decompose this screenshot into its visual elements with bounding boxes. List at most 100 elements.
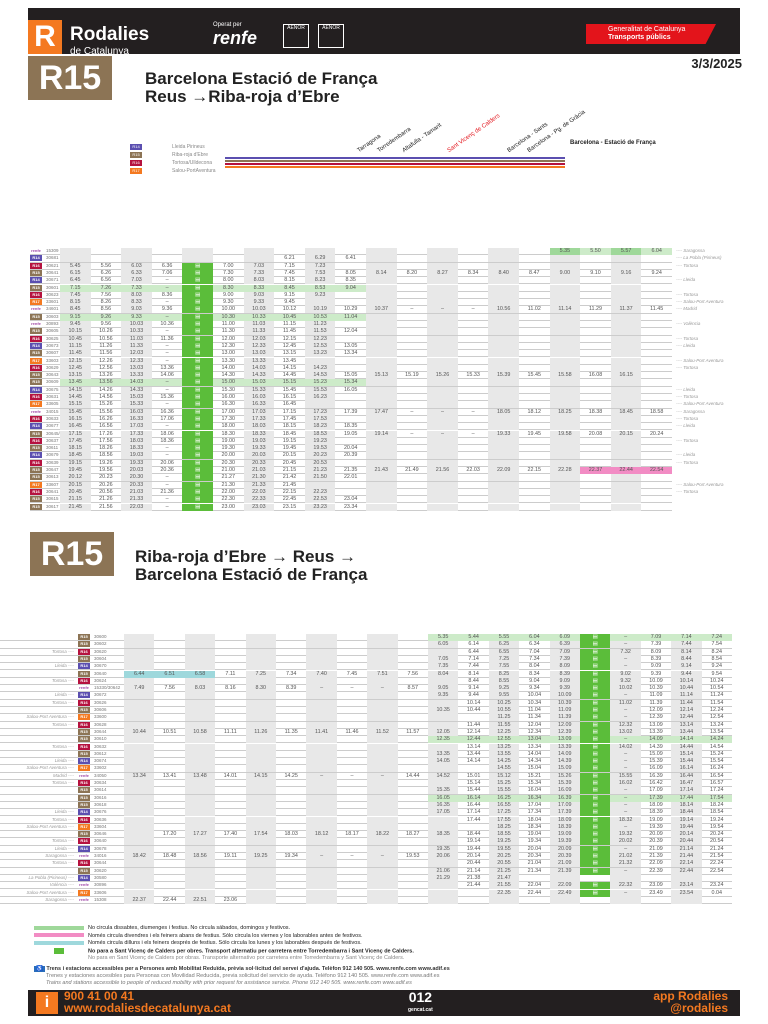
rodalies-logo: R — [28, 20, 62, 54]
train-number: 34601 — [46, 306, 59, 312]
time-cell: 13.45 — [282, 357, 297, 364]
time-cell: 13.15 — [282, 350, 297, 357]
time-cell — [184, 787, 216, 795]
time-cell: – — [610, 801, 641, 809]
time-cell: 21.09 — [549, 860, 580, 868]
time-cell — [215, 875, 245, 882]
time-cell — [397, 292, 428, 299]
table-row: R16 30623 7.45 7.56 8.03 8.36 ▤ 9.00 9.03 9.15 9.2… — [30, 291, 698, 300]
time-cell: 15.03 — [121, 394, 152, 401]
time-cell: 21.04 — [527, 860, 542, 867]
time-cell: 9.04 — [335, 284, 366, 292]
bus-icon: ▤ — [580, 736, 611, 744]
time-cell — [276, 795, 306, 802]
time-cell — [306, 743, 337, 751]
time-cell — [245, 867, 276, 875]
time-cell — [427, 255, 458, 263]
line-badge: renfe — [79, 896, 89, 902]
time-cell — [367, 663, 398, 671]
time-cell: 6.56 — [100, 277, 112, 284]
time-cell: 19.45 — [60, 467, 91, 474]
social-handle[interactable]: @rodalies — [670, 1001, 728, 1015]
time-cell — [124, 860, 155, 868]
time-cell — [580, 452, 611, 459]
website-link[interactable]: www.rodaliesdecatalunya.cat — [64, 1001, 231, 1015]
time-cell: – — [165, 452, 169, 459]
time-cell: – — [610, 692, 641, 700]
time-cell: 18.32 — [610, 816, 641, 824]
time-cell — [398, 882, 428, 889]
time-cell — [549, 394, 581, 401]
time-cell: 9.09 — [650, 663, 662, 670]
time-cell — [335, 482, 366, 489]
time-cell — [610, 445, 642, 453]
time-cell: 6.05 — [428, 641, 459, 649]
time-cell — [519, 365, 550, 372]
time-cell — [428, 743, 459, 751]
time-cell — [306, 758, 337, 766]
time-cell — [398, 663, 428, 670]
time-cell — [367, 882, 398, 890]
time-cell: 5.55 — [488, 634, 520, 641]
time-cell — [306, 641, 337, 649]
table-row: Lleida ---- R14 30678 19.35 19.44 19.55 20.04 2… — [0, 845, 732, 853]
time-cell: 18.25 — [549, 408, 581, 416]
time-cell: 8.56 — [100, 306, 112, 313]
time-cell — [398, 707, 428, 714]
time-cell: 23.54 — [671, 889, 702, 897]
time-cell: 7.14 — [671, 634, 702, 641]
time-cell — [367, 743, 398, 751]
time-cell — [366, 401, 397, 409]
time-cell — [427, 299, 458, 307]
time-cell — [184, 721, 216, 729]
time-cell: 12.23 — [304, 335, 336, 343]
time-cell — [366, 394, 397, 401]
time-cell — [458, 248, 489, 255]
time-cell — [337, 890, 367, 897]
time-cell: 11.46 — [345, 728, 359, 735]
line-badge: R15 — [30, 503, 42, 510]
table-row: Tortosa ---- R16 30628 11.44 11.55 12.04 12.09… — [0, 721, 732, 729]
phone-number[interactable]: 900 41 00 41 — [64, 989, 135, 1003]
time-cell — [124, 801, 155, 809]
time-cell: 22.09 — [488, 467, 519, 474]
time-cell: – — [471, 408, 475, 415]
time-cell: 11.11 — [224, 728, 237, 735]
time-cell: – — [427, 430, 458, 438]
destination-label: ---- Lleida — [676, 386, 696, 392]
time-cell: 23.03 — [243, 503, 275, 511]
time-cell: 17.23 — [304, 408, 336, 416]
time-cell: 9.34 — [529, 685, 540, 692]
time-cell — [215, 765, 245, 772]
time-cell — [304, 481, 336, 489]
time-cell: 11.56 — [99, 350, 113, 357]
time-cell: 15.19 — [405, 372, 419, 379]
bus-icon: ▤ — [182, 386, 213, 394]
app-link[interactable]: app Rodalies — [653, 989, 728, 1003]
time-cell — [276, 649, 306, 656]
time-cell: 17.34 — [527, 809, 542, 816]
bus-icon: ▤ — [580, 889, 611, 897]
train-number: 30631 — [46, 394, 59, 399]
time-cell — [245, 750, 276, 758]
bus-icon: ▤ — [580, 780, 611, 787]
time-cell — [243, 255, 275, 263]
line-badge: R15 — [78, 736, 90, 743]
time-cell — [337, 860, 367, 867]
time-cell: 8.54 — [711, 655, 723, 662]
bus-icon: ▤ — [580, 750, 611, 758]
time-cell: 15.34 — [335, 379, 366, 387]
time-cell: 18.33 — [121, 445, 152, 453]
time-cell — [610, 415, 642, 423]
time-cell: 14.04 — [527, 750, 542, 757]
bus-icon: ▤ — [580, 845, 611, 853]
time-cell: 18.14 — [671, 801, 702, 809]
time-cell: – — [165, 401, 169, 408]
time-cell: 9.15 — [60, 313, 91, 321]
time-cell — [580, 401, 611, 408]
time-cell: 11.53 — [304, 328, 336, 336]
time-cell — [184, 889, 216, 897]
time-cell — [398, 722, 428, 729]
line-badge: R15 — [30, 430, 42, 437]
time-cell: 21.44 — [466, 882, 481, 889]
